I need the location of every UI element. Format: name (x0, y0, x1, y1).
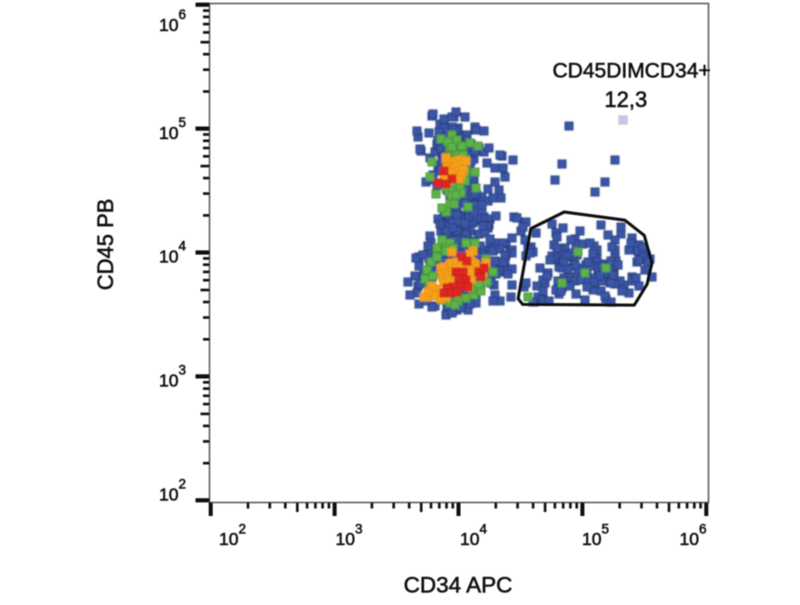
svg-text:6: 6 (699, 522, 707, 537)
svg-text:4: 4 (480, 522, 488, 537)
svg-text:6: 6 (179, 7, 187, 22)
svg-text:10: 10 (680, 529, 700, 549)
svg-text:12,3: 12,3 (604, 87, 647, 112)
svg-text:10: 10 (159, 484, 179, 504)
svg-text:CD45DIMCD34+: CD45DIMCD34+ (553, 60, 711, 83)
svg-text:5: 5 (179, 115, 187, 130)
svg-text:10: 10 (336, 529, 356, 549)
svg-text:3: 3 (355, 522, 363, 537)
svg-text:10: 10 (460, 529, 480, 549)
svg-text:3: 3 (179, 363, 187, 378)
svg-text:10: 10 (219, 529, 239, 549)
svg-text:10: 10 (159, 247, 179, 267)
svg-text:5: 5 (602, 522, 610, 537)
svg-text:CD45 PB: CD45 PB (93, 199, 118, 291)
svg-text:2: 2 (239, 522, 247, 537)
svg-text:10: 10 (582, 529, 602, 549)
svg-text:10: 10 (159, 371, 179, 391)
svg-text:10: 10 (159, 15, 179, 35)
svg-text:CD34 APC: CD34 APC (404, 573, 513, 598)
svg-text:4: 4 (179, 239, 187, 254)
svg-text:2: 2 (179, 477, 187, 492)
svg-text:10: 10 (159, 123, 179, 143)
